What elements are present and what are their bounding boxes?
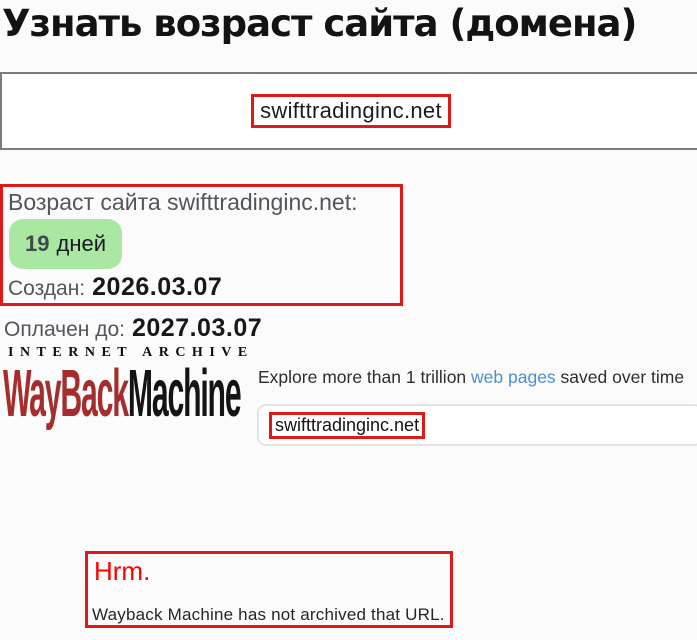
paid-until-line: Оплачен до: 2027.03.07: [4, 314, 262, 343]
wayback-machine-logo: WayBackMachine: [3, 361, 242, 428]
web-pages-link[interactable]: web pages: [471, 367, 556, 387]
paid-until-date: 2027.03.07: [132, 314, 263, 342]
domain-input-value: swifttradinginc.net: [260, 98, 442, 123]
wayback-logo-text-wayback: WayBack: [3, 357, 129, 432]
site-age-badge: 19 дней: [9, 219, 122, 269]
wayback-error-message: Wayback Machine has not archived that UR…: [92, 605, 445, 624]
site-age-unit: дней: [56, 231, 106, 256]
wayback-logo-text-machine: Machine: [127, 357, 242, 432]
page-title: Узнать возраст сайта (домена): [2, 2, 637, 45]
annotation-box-error: Hrm. Wayback Machine has not archived th…: [85, 551, 453, 628]
created-line: Создан: 2026.03.07: [8, 273, 222, 302]
wayback-search-input[interactable]: swifttradinginc.net: [257, 404, 697, 446]
wayback-tagline: Explore more than 1 trillion web pages s…: [258, 367, 684, 388]
wayback-error-title: Hrm.: [94, 556, 151, 586]
annotation-box-search-input: swifttradinginc.net: [269, 411, 426, 439]
wayback-search-value: swifttradinginc.net: [275, 414, 420, 435]
tagline-text-after: saved over time: [555, 367, 685, 387]
annotation-box-domain-input: swifttradinginc.net: [251, 94, 451, 128]
tagline-text-before: Explore more than 1 trillion: [258, 367, 472, 387]
site-age-label: Возраст сайта swifttradinginc.net:: [8, 189, 358, 215]
site-age-value: 19: [25, 231, 50, 256]
internet-archive-label: INTERNET ARCHIVE: [8, 345, 254, 360]
created-date: 2026.03.07: [92, 273, 223, 301]
created-label: Создан:: [8, 277, 86, 300]
domain-input[interactable]: swifttradinginc.net: [0, 72, 697, 150]
annotation-box-result: Возраст сайта swifttradinginc.net: 19 дне…: [0, 184, 403, 306]
paid-until-label: Оплачен до:: [4, 318, 125, 341]
